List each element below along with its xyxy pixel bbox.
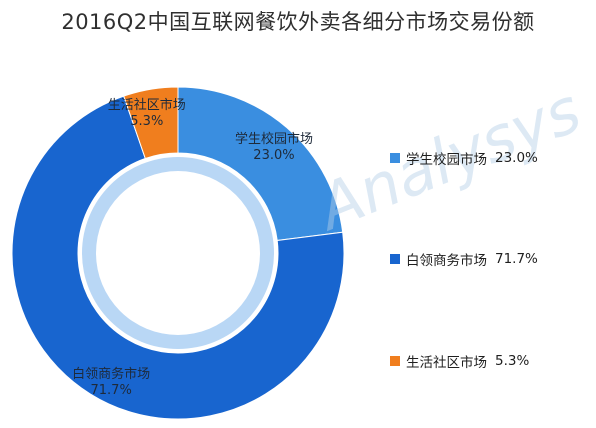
legend-swatch bbox=[390, 254, 400, 264]
legend-item-community: 生活社区市场 5.3% bbox=[390, 351, 590, 371]
slice-label-community: 生活社区市场 bbox=[108, 97, 186, 113]
legend-item-whitecollar: 白领商务市场 71.7% bbox=[390, 249, 590, 269]
chart-title: 2016Q2中国互联网餐饮外卖各细分市场交易份额 bbox=[61, 10, 535, 34]
legend-swatch bbox=[390, 153, 400, 163]
legend-value: 71.7% bbox=[495, 251, 538, 267]
legend-swatch bbox=[390, 356, 400, 366]
legend-label: 生活社区市场 bbox=[406, 355, 487, 371]
legend-item-student: 学生校园市场 23.0% bbox=[390, 148, 590, 168]
slice-whitecollar bbox=[11, 95, 345, 420]
slice-value-community: 5.3% bbox=[130, 114, 163, 129]
donut-slices bbox=[11, 86, 345, 420]
legend-value: 5.3% bbox=[495, 353, 530, 369]
donut-hole bbox=[96, 171, 260, 335]
slice-community bbox=[123, 86, 179, 160]
legend-value: 23.0% bbox=[495, 150, 538, 166]
legend-label: 学生校园市场 bbox=[406, 152, 487, 168]
slice-value-student: 23.0% bbox=[253, 148, 294, 163]
slice-value-whitecollar: 71.7% bbox=[91, 383, 132, 398]
slice-student bbox=[177, 86, 344, 242]
slice-label-student: 学生校园市场 bbox=[235, 131, 313, 147]
legend-label: 白领商务市场 bbox=[406, 253, 487, 269]
slice-label-whitecollar: 白领商务市场 bbox=[72, 366, 150, 382]
